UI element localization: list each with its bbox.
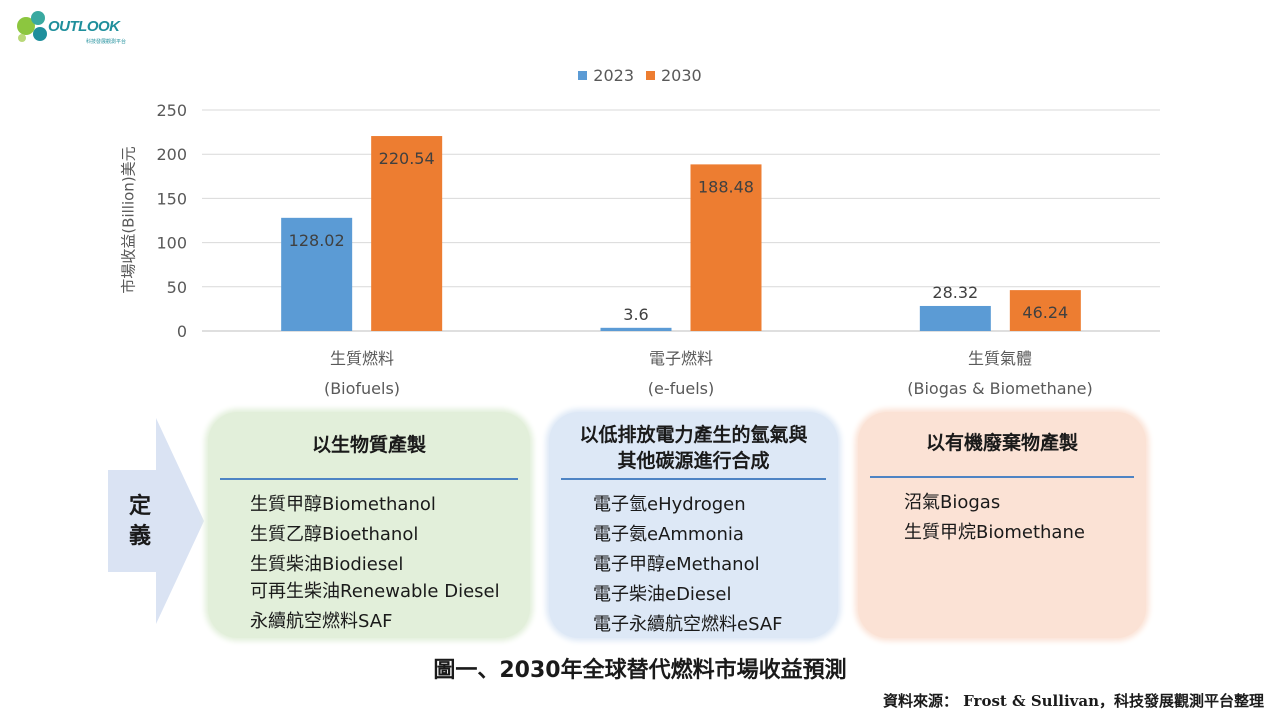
y-tick-label: 150 (156, 189, 187, 208)
definition-arrow-icon (108, 418, 204, 624)
list-item: 生質柴油Biodiesel (250, 554, 404, 575)
definition-box-biomass: 以生物質產製 生質甲醇Biomethanol 生質乙醇Bioethanol 生質… (208, 412, 530, 638)
list-item: 生質甲烷Biomethane (904, 522, 1085, 543)
box-list-biomass: 生質甲醇Biomethanol 生質乙醇Bioethanol 生質柴油Biodi… (250, 490, 500, 637)
list-item: 生質乙醇Bioethanol (250, 524, 419, 545)
bar (690, 164, 762, 331)
y-axis-label: 市場收益(Billion)美元 (119, 146, 138, 294)
category-sub-biofuels: (Biofuels) (323, 379, 401, 398)
legend-label-2030: 2030 (661, 66, 702, 85)
legend-item-2030: 2030 (646, 66, 702, 85)
list-item: 永續航空燃料SAF (250, 611, 393, 632)
definition-box-organic-waste: 以有機廢棄物產製 沼氣Biogas 生質甲烷Biomethane (858, 412, 1146, 638)
logo-text: OUTLOOK (48, 18, 120, 35)
bar (919, 305, 991, 331)
y-tick-label: 200 (156, 145, 187, 164)
bar (281, 217, 353, 331)
category-label-efuels: 電子燃料 (e-fuels) (531, 344, 831, 404)
list-item: 生質甲醇Biomethanol (250, 494, 436, 515)
legend-swatch-2030 (646, 71, 655, 80)
bar (371, 136, 443, 331)
legend-item-2023: 2023 (578, 66, 634, 85)
box-title-biomass: 以生物質產製 (311, 434, 426, 456)
definition-label: 定義 (128, 494, 151, 549)
box-divider (870, 476, 1134, 478)
list-item: 電子氫eHydrogen (593, 494, 746, 515)
category-sub-biogas: (Biogas & Biomethane) (907, 379, 1093, 398)
definition-box-efuel: 以低排放電力產生的氫氣與其他碳源進行合成 電子氫eHydrogen 電子氨eAm… (549, 412, 838, 638)
category-label-biogas: 生質氣體 (Biogas & Biomethane) (850, 344, 1150, 404)
box-title-efuel: 以低排放電力產生的氫氣與其他碳源進行合成 (579, 424, 808, 472)
data-label: 46.24 (1022, 303, 1068, 322)
bar (1009, 290, 1081, 331)
category-sub-efuels: (e-fuels) (647, 379, 715, 398)
list-item: 電子氨eAmmonia (593, 524, 744, 545)
legend-swatch-2023 (578, 71, 588, 80)
box-list-organic-waste: 沼氣Biogas 生質甲烷Biomethane (904, 488, 1085, 548)
box-divider (220, 478, 518, 480)
list-item: 電子甲醇eMethanol (593, 554, 760, 575)
legend-label-2023: 2023 (593, 66, 634, 85)
logo-subtext: 科技發展觀測平台 (86, 39, 127, 45)
data-label: 128.02 (289, 231, 345, 250)
y-tick-label: 100 (156, 234, 187, 253)
category-name-biogas: 生質氣體 (967, 349, 1032, 368)
category-name-biofuels: 生質燃料 (329, 349, 394, 368)
box-list-efuel: 電子氫eHydrogen 電子氨eAmmonia 電子甲醇eMethanol 電… (593, 490, 783, 640)
chart-legend: 2023 2030 (0, 66, 1280, 85)
list-item: 可再生柴油Renewable Diesel (250, 581, 500, 602)
data-label: 3.6 (623, 305, 648, 324)
list-item: 沼氣Biogas (904, 492, 1001, 513)
box-divider (561, 478, 826, 480)
outlook-logo: OUTLOOK 科技發展觀測平台 (14, 4, 134, 48)
data-label: 28.32 (932, 283, 978, 302)
logo-leaf-icon (17, 11, 47, 42)
box-title-organic-waste: 以有機廢棄物產製 (925, 432, 1078, 454)
source-note: 資料來源： Frost & Sullivan，科技發展觀測平台整理 (882, 692, 1264, 710)
list-item: 電子柴油eDiesel (593, 584, 732, 605)
figure-caption: 圖一、2030年全球替代燃料市場收益預測 (433, 658, 847, 683)
data-label: 220.54 (379, 149, 435, 168)
y-tick-label: 0 (177, 322, 187, 341)
y-tick-label: 50 (167, 278, 187, 297)
bar-chart: 0 50 100 150 200 250 128.02 220.54 3.6 188.48 28.3… (156, 101, 1160, 341)
y-tick-label: 250 (156, 101, 187, 120)
category-label-biofuels: 生質燃料 (Biofuels) (212, 344, 512, 404)
category-name-efuels: 電子燃料 (648, 349, 713, 368)
bar (600, 327, 672, 331)
list-item: 電子永續航空燃料eSAF (593, 614, 783, 635)
data-label: 188.48 (698, 177, 754, 196)
